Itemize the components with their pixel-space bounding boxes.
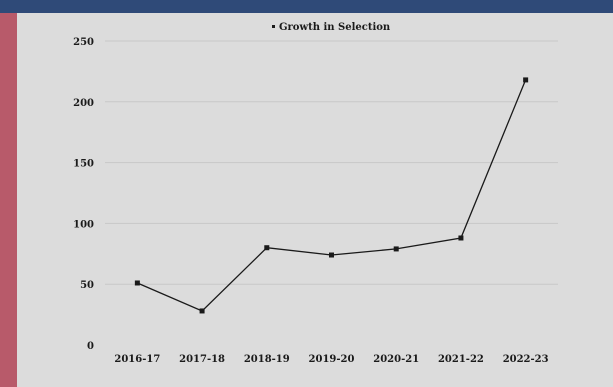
x-tick-label: 2018-19 bbox=[244, 354, 290, 365]
gridlines bbox=[105, 40, 558, 285]
data-point bbox=[393, 246, 399, 252]
x-tick-label: 2021-22 bbox=[438, 354, 484, 365]
data-point bbox=[458, 235, 464, 241]
legend-label: Growth in Selection bbox=[279, 22, 391, 33]
y-tick-label: 150 bbox=[73, 159, 94, 170]
data-point bbox=[134, 280, 140, 286]
x-tick-label: 2016-17 bbox=[114, 354, 160, 365]
legend-marker bbox=[272, 25, 275, 28]
y-tick-label: 0 bbox=[87, 341, 94, 352]
series-growth-in-selection bbox=[134, 77, 529, 314]
legend: Growth in Selection bbox=[272, 22, 391, 33]
y-tick-label: 50 bbox=[80, 280, 94, 291]
y-axis-ticks: 0 50 100 150 200 250 bbox=[73, 37, 94, 352]
data-point bbox=[199, 308, 205, 314]
x-tick-label: 2022-23 bbox=[503, 354, 549, 365]
data-point bbox=[329, 252, 334, 258]
y-tick-label: 200 bbox=[73, 98, 94, 109]
x-axis-ticks: 2016-17 2017-18 2018-19 2019-20 2020-21 2021-… bbox=[114, 354, 548, 365]
x-tick-label: 2017-18 bbox=[179, 354, 225, 365]
y-tick-label: 100 bbox=[73, 219, 94, 230]
y-tick-label: 250 bbox=[73, 37, 94, 48]
data-point bbox=[523, 77, 529, 83]
x-tick-label: 2019-20 bbox=[309, 354, 355, 365]
chart-panel bbox=[17, 13, 613, 387]
series-line bbox=[137, 79, 527, 312]
x-tick-label: 2020-21 bbox=[373, 354, 419, 365]
top-bar bbox=[0, 0, 613, 13]
data-point bbox=[264, 245, 270, 251]
